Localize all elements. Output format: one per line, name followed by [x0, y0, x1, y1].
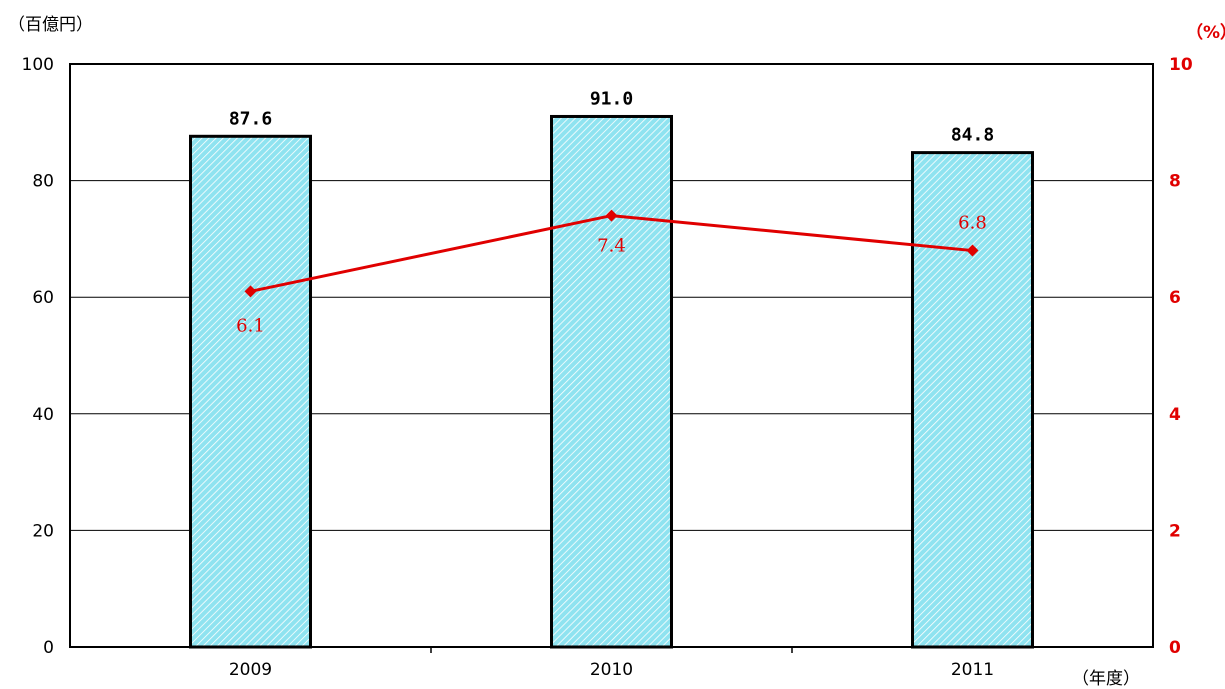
- left-tick-label: 100: [22, 55, 54, 75]
- left-axis-unit: （百億円）: [8, 15, 93, 35]
- right-tick-label: 8: [1169, 172, 1181, 192]
- bar: [550, 114, 673, 649]
- left-tick-label: 20: [32, 521, 54, 541]
- plot-frame: [69, 63, 1154, 648]
- left-tick-label: 80: [32, 172, 54, 192]
- line-marker: [966, 244, 979, 257]
- x-axis-unit: （年度）: [1072, 669, 1140, 689]
- right-tick-label: 10: [1169, 55, 1193, 75]
- line-value-label: 6.1: [236, 315, 265, 336]
- line-marker: [244, 285, 257, 298]
- bar-value-label: 91.0: [590, 88, 633, 109]
- left-tick-label: 0: [43, 638, 54, 658]
- left-tick-label: 40: [32, 405, 54, 425]
- right-tick-label: 0: [1169, 638, 1181, 658]
- right-tick-label: 2: [1169, 521, 1181, 541]
- x-tick-label: 2009: [229, 660, 272, 680]
- right-tick-label: 6: [1169, 288, 1181, 308]
- line-value-label: 6.8: [958, 213, 987, 234]
- bar: [189, 134, 312, 649]
- right-tick-label: 4: [1169, 405, 1181, 425]
- bar-value-label: 84.8: [951, 125, 994, 146]
- bar-value-label: 87.6: [229, 108, 272, 129]
- bar: [911, 151, 1034, 649]
- x-tick-label: 2011: [951, 660, 994, 680]
- x-tick-label: 2010: [590, 660, 633, 680]
- line-value-label: 7.4: [597, 236, 626, 257]
- left-tick-label: 60: [32, 288, 54, 308]
- line-marker: [605, 209, 618, 222]
- right-axis-unit: （%）: [1186, 23, 1225, 43]
